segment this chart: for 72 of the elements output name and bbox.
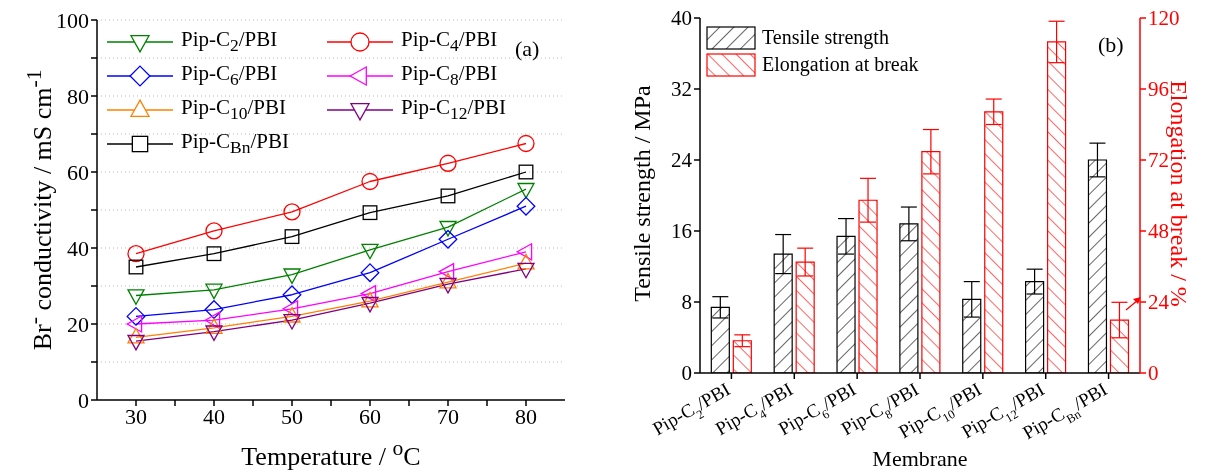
point (127, 289, 145, 305)
point (439, 277, 457, 294)
legend-label: Tensile strength (762, 26, 889, 49)
point (204, 311, 221, 329)
y-tick-label: 0 (681, 361, 692, 386)
legend-label: Pip-C$_{4}$/PBI (401, 27, 498, 57)
x-tick-label: 50 (281, 403, 303, 429)
point (126, 315, 143, 333)
point (518, 164, 534, 180)
point (205, 222, 223, 240)
y2-tick-label: 0 (1148, 361, 1159, 386)
y-tick-label: 80 (67, 83, 89, 109)
y2-tick-label: 120 (1148, 6, 1180, 31)
point (204, 300, 224, 320)
point (438, 262, 455, 281)
y-tick-label: 60 (67, 159, 89, 185)
point (362, 205, 378, 221)
x-tick-label: 80 (515, 403, 537, 429)
legend-label: Pip-C$_{6}$/PBI (181, 61, 278, 91)
x-axis-title: Temperature / $^{o}$C (240, 436, 422, 470)
point (361, 296, 379, 313)
y-axis-title: Tensile strength / MPa (628, 83, 656, 304)
x-tick-label: 40 (203, 403, 225, 429)
annotation: (a) (515, 36, 540, 62)
point (205, 283, 223, 300)
point (439, 220, 457, 237)
x-axis-title: Membrane (871, 446, 969, 470)
y-tick-label: 20 (67, 311, 89, 337)
y-tick-label: 8 (681, 290, 692, 315)
point (126, 306, 146, 326)
y-tick-label: 0 (78, 387, 89, 413)
y-tick-label: 100 (56, 7, 89, 33)
y-tick-label: 32 (671, 77, 692, 102)
point (517, 182, 535, 199)
point (282, 285, 302, 305)
point (282, 300, 299, 318)
point (283, 313, 301, 330)
point (438, 229, 458, 249)
point (283, 203, 301, 221)
y-tick-label: 40 (671, 6, 692, 31)
point (284, 229, 300, 245)
point (517, 134, 535, 153)
point (516, 243, 533, 261)
point (516, 196, 536, 216)
point (517, 262, 535, 279)
point (361, 172, 379, 191)
point (360, 284, 377, 303)
point (440, 188, 456, 204)
legend-label: Pip-C$_{Bn}$/PBI (181, 129, 289, 159)
point (127, 245, 145, 263)
y2-tick-label: 72 (1148, 148, 1169, 173)
y-tick-label: 16 (671, 219, 692, 244)
legend-label: Elongation at break (762, 53, 919, 76)
point (128, 259, 144, 275)
legend-label: Pip-C$_{8}$/PBI (401, 61, 498, 91)
y-tick-label: 40 (67, 235, 89, 261)
point (360, 263, 380, 283)
point (361, 243, 379, 260)
y2-tick-label: 48 (1148, 219, 1169, 244)
legend-label: Pip-C$_{12}$/PBI (401, 95, 507, 125)
point (439, 154, 457, 172)
legend-label: Pip-C$_{2}$/PBI (181, 27, 278, 57)
y-tick-label: 24 (671, 148, 693, 173)
point (206, 246, 222, 262)
legend-label: Pip-C$_{10}$/PBI (181, 95, 287, 125)
x-tick-label: 60 (359, 403, 381, 429)
point (127, 334, 145, 351)
x-tick-label: 30 (125, 403, 147, 429)
annotation: (b) (1098, 32, 1124, 58)
point (283, 268, 301, 285)
x-tick-label: 70 (437, 403, 459, 429)
point (205, 325, 223, 342)
